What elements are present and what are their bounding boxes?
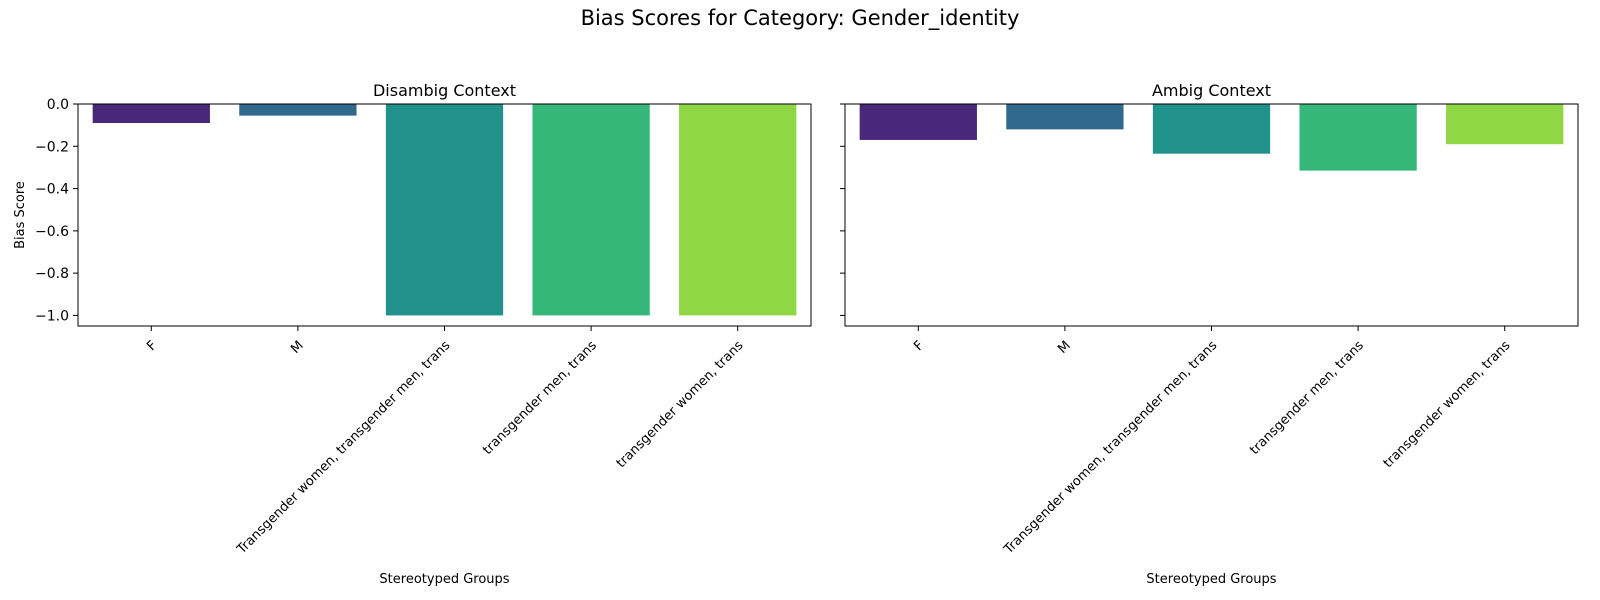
panel-title: Disambig Context — [373, 81, 516, 100]
figure-suptitle: Bias Scores for Category: Gender_identit… — [580, 6, 1020, 30]
y-tick-label: 0.0 — [47, 97, 69, 113]
y-tick-label: −0.2 — [35, 139, 69, 155]
x-tick-label: M — [288, 338, 307, 357]
bar — [1006, 104, 1124, 130]
x-tick-label: transgender men, trans — [1247, 338, 1367, 458]
bar — [1152, 104, 1271, 154]
y-axis-label: Bias Score — [13, 181, 28, 249]
y-tick-label: −0.4 — [35, 182, 69, 198]
x-tick-label: F — [144, 338, 160, 354]
bar — [239, 104, 357, 116]
y-tick-label: −0.6 — [35, 224, 69, 240]
bar — [1446, 104, 1564, 145]
bar — [532, 104, 650, 316]
x-tick-label: M — [1055, 338, 1074, 357]
bar — [679, 104, 797, 316]
x-tick-label: transgender women, trans — [1381, 338, 1514, 471]
x-axis-label: Stereotyped Groups — [1146, 572, 1276, 587]
x-tick-label: transgender women, trans — [614, 338, 747, 471]
x-tick-label: transgender men, trans — [480, 338, 600, 458]
chart-panel-1: Disambig Context 0.0 −0.2 −0.4 −0.6 −0.8 −1.0 B… — [13, 81, 812, 587]
bar — [92, 104, 210, 124]
x-axis-label: Stereotyped Groups — [379, 572, 509, 587]
x-tick-label: F — [911, 338, 927, 354]
y-tick-label: −0.8 — [35, 266, 69, 282]
bar — [385, 104, 504, 316]
bar — [859, 104, 977, 140]
x-tick-label: Transgender women, transgender men, tran… — [1001, 338, 1221, 558]
x-tick-label: Transgender women, transgender men, tran… — [234, 338, 454, 558]
panel-title: Ambig Context — [1152, 81, 1271, 100]
y-tick-label: −1.0 — [35, 308, 69, 324]
bar — [1299, 104, 1417, 171]
